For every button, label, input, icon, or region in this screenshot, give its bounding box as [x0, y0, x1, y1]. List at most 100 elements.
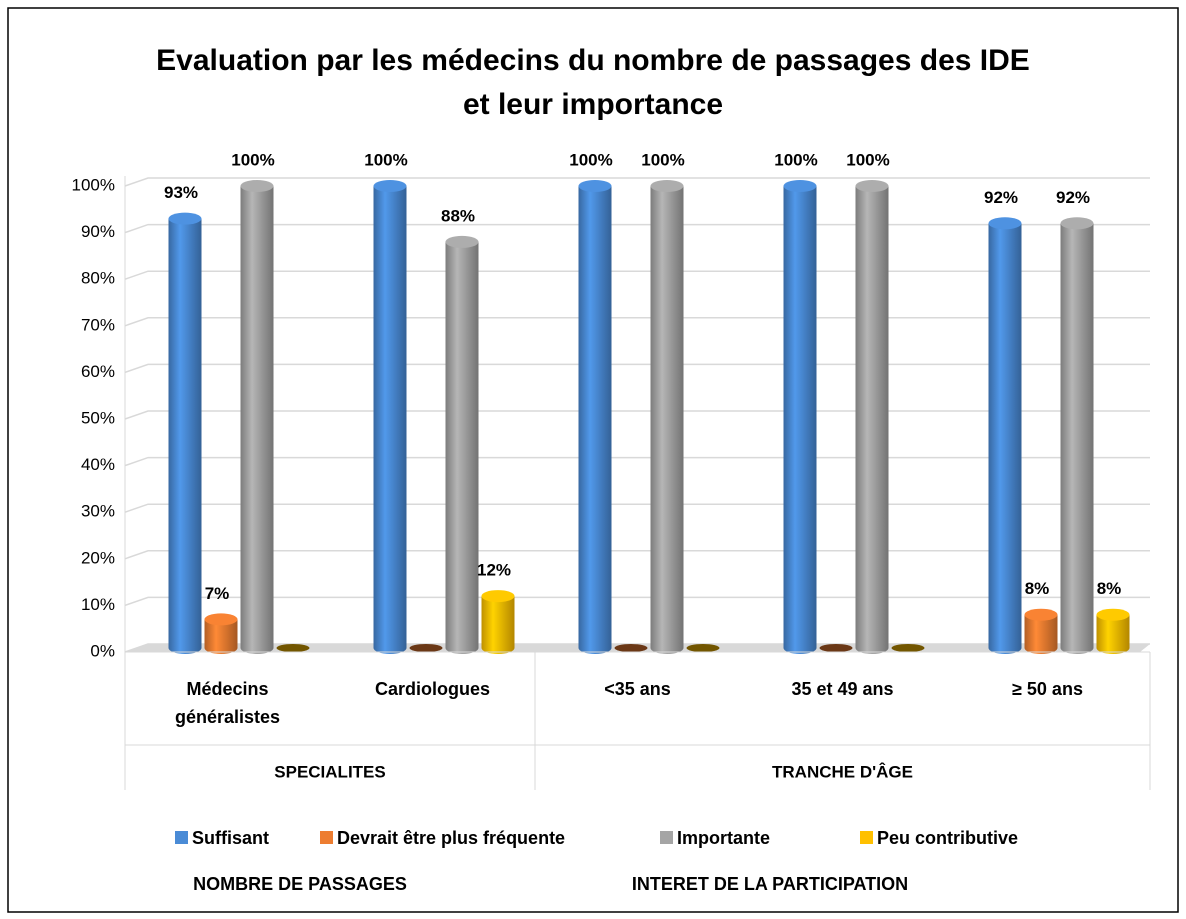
bar-top — [409, 644, 443, 652]
legend-label: Suffisant — [192, 828, 269, 848]
bar-top — [1024, 608, 1058, 621]
y-tick-label: 0% — [90, 641, 115, 660]
data-label: 100% — [641, 150, 684, 169]
bar — [1024, 608, 1058, 654]
data-label: 100% — [231, 150, 274, 169]
legend-swatch — [860, 831, 873, 844]
bar-body — [168, 218, 202, 654]
bar-body — [783, 186, 817, 654]
legend-swatch — [175, 831, 188, 844]
bar — [819, 644, 853, 652]
bar-body — [373, 186, 407, 654]
bar-top — [819, 644, 853, 652]
bar — [240, 180, 274, 654]
bar — [578, 180, 612, 654]
x-tick-label: ≥ 50 ans — [1012, 679, 1083, 699]
data-label: 8% — [1097, 579, 1122, 598]
bar — [204, 613, 238, 654]
y-tick-label: 80% — [81, 269, 115, 288]
bar-body — [1096, 614, 1130, 654]
bar-top — [276, 644, 310, 652]
y-tick-label: 70% — [81, 315, 115, 334]
bar — [891, 644, 925, 652]
bar-body — [204, 619, 238, 654]
bar-body — [481, 596, 515, 654]
bar-body — [988, 223, 1022, 654]
bar-body — [650, 186, 684, 654]
bar — [855, 180, 889, 654]
bar-top — [988, 217, 1022, 230]
y-tick-label: 40% — [81, 455, 115, 474]
legend-label: Importante — [677, 828, 770, 848]
chart-title: Evaluation par les médecins du nombre de… — [156, 44, 1030, 77]
bar — [988, 217, 1022, 654]
legend-group: INTERET DE LA PARTICIPATION — [632, 874, 908, 894]
bar-top — [445, 235, 479, 248]
bar-top — [168, 212, 202, 225]
x-tick-label: <35 ans — [604, 679, 671, 699]
bar — [276, 644, 310, 652]
bar — [445, 235, 479, 655]
y-tick-label: 10% — [81, 595, 115, 614]
bar-top — [650, 180, 684, 192]
data-label: 7% — [205, 584, 230, 603]
legend-group: NOMBRE DE PASSAGES — [193, 874, 407, 894]
legend-swatch — [660, 831, 673, 844]
legend-label: Devrait être plus fréquente — [337, 828, 565, 848]
bar-body — [445, 241, 479, 655]
data-label: 92% — [1056, 188, 1090, 207]
y-tick-label: 30% — [81, 502, 115, 521]
data-label: 12% — [477, 561, 511, 580]
bar-body — [1060, 223, 1094, 654]
bar — [650, 180, 684, 654]
bar-body — [578, 186, 612, 654]
bar — [168, 212, 202, 654]
data-label: 92% — [984, 188, 1018, 207]
bar-body — [240, 186, 274, 654]
data-label: 88% — [441, 206, 475, 225]
bar-top — [855, 180, 889, 192]
bar-top — [481, 590, 515, 603]
x-tick-label: 35 et 49 ans — [791, 679, 894, 699]
data-label: 100% — [846, 150, 889, 169]
bar-top — [240, 180, 274, 192]
legend-label: Peu contributive — [877, 828, 1018, 848]
data-label: 100% — [364, 150, 407, 169]
x-tick-label: Médecins généralistes — [174, 679, 281, 727]
y-tick-label: 50% — [81, 408, 115, 427]
bar-top — [578, 180, 612, 192]
bar-top — [614, 644, 648, 652]
bar — [783, 180, 817, 654]
legend-swatch — [320, 831, 333, 844]
bar — [1060, 217, 1094, 654]
data-label: 8% — [1025, 579, 1050, 598]
bar-top — [204, 613, 238, 626]
bar-top — [686, 644, 720, 652]
data-label: 100% — [569, 150, 612, 169]
bar-top — [1096, 608, 1130, 621]
y-tick-label: 60% — [81, 362, 115, 381]
bar — [614, 644, 648, 652]
bar — [373, 180, 407, 654]
bar — [481, 590, 515, 654]
bar-top — [891, 644, 925, 652]
bar — [1096, 608, 1130, 654]
group-label: SPECIALITES — [274, 762, 385, 781]
data-label: 93% — [164, 183, 198, 202]
grid-line — [124, 177, 1150, 187]
chart-title: et leur importance — [463, 88, 723, 121]
bar-top — [783, 180, 817, 192]
bar-top — [373, 180, 407, 192]
bar-body — [855, 186, 889, 654]
y-tick-label: 20% — [81, 548, 115, 567]
x-tick-label: Cardiologues — [374, 679, 490, 699]
bar-top — [1060, 217, 1094, 230]
bar — [409, 644, 443, 652]
group-label: TRANCHE D'ÂGE — [772, 762, 913, 781]
y-tick-label: 100% — [72, 175, 115, 194]
bar-body — [1024, 614, 1058, 654]
y-tick-label: 90% — [81, 222, 115, 241]
bar — [686, 644, 720, 652]
